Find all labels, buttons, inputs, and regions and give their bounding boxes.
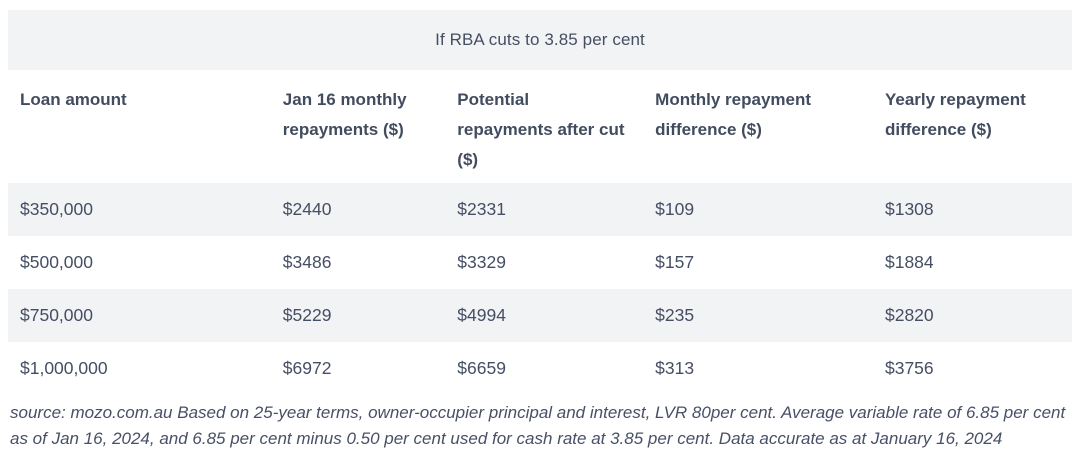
cell-monthly-difference: $235 [655,305,695,325]
column-header-potential-repayments-after-cut: Potential repayments after cut ($) [457,90,625,169]
cell-jan16-repayment: $6972 [282,358,332,378]
table-row: $1,000,000 $6972 $6659 $313 $3756 [8,342,1072,395]
table-row: $500,000 $3486 $3329 $157 $1884 [8,236,1072,289]
cell-loan-amount: $750,000 [20,305,93,325]
cell-loan-amount: $1,000,000 [20,358,108,378]
cell-yearly-difference: $1884 [884,252,934,272]
cell-jan16-repayment: $3486 [282,252,332,272]
table-header-row: Loan amount Jan 16 monthly repayments ($… [8,70,1072,183]
cell-monthly-difference: $313 [655,358,695,378]
cell-potential-repayment: $6659 [457,358,506,378]
column-header-monthly-repayment-difference: Monthly repayment difference ($) [655,90,812,139]
cell-yearly-difference: $1308 [884,199,934,219]
cell-loan-amount: $500,000 [20,252,93,272]
column-header-yearly-repayment-difference: Yearly repayment difference ($) [884,90,1026,139]
cell-yearly-difference: $2820 [884,305,934,325]
cell-potential-repayment: $2331 [457,199,506,219]
cell-monthly-difference: $157 [655,252,695,272]
cell-potential-repayment: $4994 [457,305,506,325]
cell-monthly-difference: $109 [655,199,695,219]
cell-potential-repayment: $3329 [457,252,506,272]
table-row: $350,000 $2440 $2331 $109 $1308 [8,183,1072,236]
cell-loan-amount: $350,000 [20,199,93,219]
table-title: If RBA cuts to 3.85 per cent [435,30,645,49]
cell-jan16-repayment: $5229 [282,305,332,325]
cell-jan16-repayment: $2440 [282,199,332,219]
page: If RBA cuts to 3.85 per cent Loan amount… [8,10,1072,448]
table-title-banner: If RBA cuts to 3.85 per cent [8,10,1072,70]
column-header-loan-amount: Loan amount [20,90,127,109]
source-note: source: mozo.com.au Based on 25-year ter… [10,403,1066,448]
column-header-jan16-monthly-repayments: Jan 16 monthly repayments ($) [282,90,407,139]
repayments-table: Loan amount Jan 16 monthly repayments ($… [8,70,1072,395]
cell-yearly-difference: $3756 [884,358,934,378]
table-row: $750,000 $5229 $4994 $235 $2820 [8,289,1072,342]
